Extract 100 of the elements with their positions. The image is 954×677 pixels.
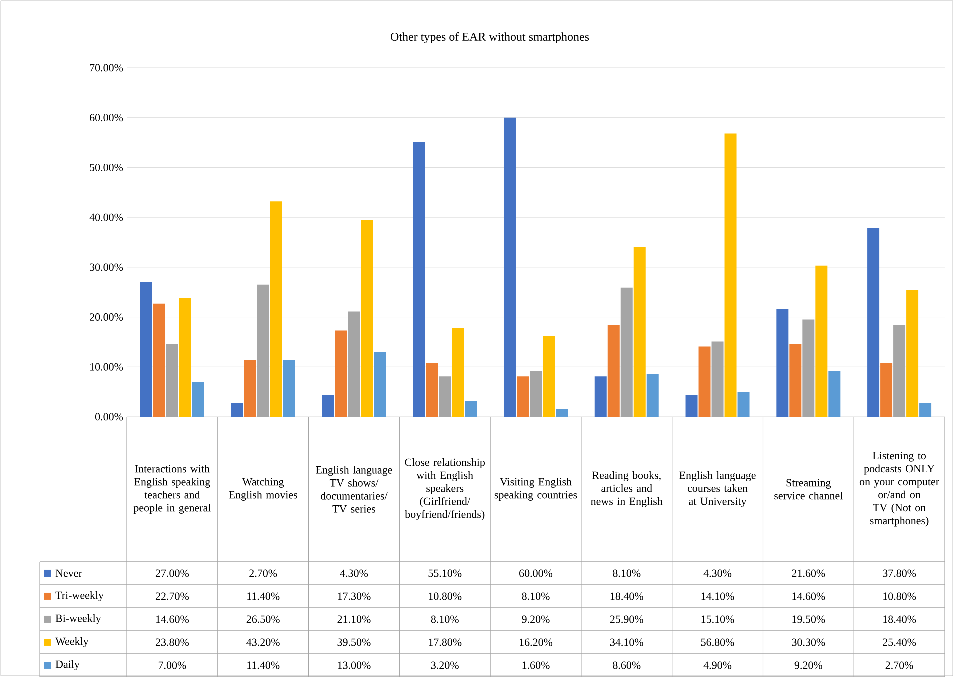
bar: [906, 290, 919, 417]
bar: [439, 376, 452, 417]
data-label: 8.60%: [613, 662, 641, 670]
bar: [504, 118, 516, 417]
data-label: 17.30%: [338, 592, 371, 600]
data-label: 19.50%: [792, 616, 826, 624]
legend-label: Tri-weekly: [56, 591, 104, 602]
data-label: 30.30%: [792, 638, 826, 646]
bar: [270, 202, 282, 417]
bar: [646, 374, 659, 417]
bar: [257, 284, 270, 417]
bar: [153, 304, 166, 417]
y-tick-label: 0.00%: [95, 413, 124, 421]
bar: [920, 404, 932, 417]
bar: [231, 404, 244, 417]
y-tick-label: 30.00%: [90, 264, 124, 272]
data-label: 10.80%: [429, 592, 462, 600]
data-label: 43.20%: [246, 638, 280, 646]
data-label: 56.80%: [701, 638, 734, 646]
bar: [880, 363, 893, 417]
y-tick-label: 50.00%: [90, 164, 124, 172]
y-tick-label: 10.00%: [90, 363, 124, 371]
bar: [244, 360, 256, 417]
bar: [283, 360, 296, 417]
x-tick-label: Watching English movies: [229, 478, 298, 501]
bar: [608, 325, 620, 417]
bar: [192, 382, 204, 417]
bar: [335, 330, 348, 417]
bar: [634, 246, 646, 417]
data-label: 16.20%: [520, 638, 553, 646]
x-tick-label: Close relationship with English speakers (Girlfriend/boyfriend/friends): [405, 458, 486, 520]
data-label: 18.40%: [884, 616, 916, 624]
data-label: 25.90%: [610, 616, 644, 624]
bar: [166, 344, 178, 417]
data-label: 13.00%: [338, 662, 371, 670]
bar: [686, 396, 698, 417]
data-label: 60.00%: [520, 570, 553, 578]
data-label: 4.30%: [704, 570, 732, 578]
bar: [816, 266, 828, 417]
data-label: 22.70%: [156, 592, 190, 600]
data-label: 17.80%: [429, 638, 462, 646]
bar: [738, 392, 750, 417]
x-tick-label: English language TV shows/documentaries/ TV series: [316, 466, 392, 513]
bar: [543, 336, 555, 417]
data-label: 26.50%: [246, 616, 280, 624]
data-label: 18.40%: [610, 592, 644, 600]
data-label: 4.90%: [704, 662, 732, 670]
bar: [594, 376, 607, 417]
data-label: 14.60%: [156, 616, 190, 624]
data-label: 9.20%: [522, 616, 550, 624]
data-label: 2.70%: [886, 662, 914, 670]
data-label: 8.10%: [522, 592, 550, 600]
bar: [452, 328, 464, 417]
data-label: 4.30%: [340, 570, 368, 578]
bar: [790, 344, 802, 417]
bar: [698, 346, 711, 417]
data-label: 21.60%: [792, 570, 826, 578]
bar: [556, 409, 568, 417]
bar: [374, 352, 386, 417]
bar: [530, 371, 542, 417]
data-label: 23.80%: [156, 638, 190, 646]
bar: [140, 282, 152, 417]
x-tick-label: Reading books, articles and news in English: [591, 471, 663, 508]
data-label: 37.80%: [883, 570, 916, 578]
data-label: 8.10%: [431, 616, 459, 624]
data-label: 11.40%: [248, 662, 280, 670]
data-label: 11.40%: [248, 592, 280, 600]
data-label: 10.80%: [884, 592, 916, 600]
y-tick-label: 40.00%: [90, 214, 124, 222]
x-tick-label: English language courses taken at University: [680, 471, 756, 508]
y-tick-label: 70.00%: [90, 64, 124, 72]
data-label: 27.00%: [156, 570, 190, 578]
data-label: 21.10%: [338, 616, 371, 624]
x-tick-label: Interactions with English speaking teachers and people in general: [134, 464, 212, 514]
y-tick-label: 20.00%: [90, 314, 124, 322]
data-label: 1.60%: [522, 662, 550, 670]
bar: [179, 298, 192, 417]
data-label: 55.10%: [428, 570, 462, 578]
bar: [724, 134, 737, 417]
data-label: 2.70%: [250, 570, 278, 578]
data-label: 39.50%: [338, 638, 371, 646]
bar: [322, 396, 334, 417]
bar: [828, 371, 841, 417]
legend-label: Daily: [56, 660, 80, 670]
x-tick-label: Visiting English speaking countries: [494, 478, 578, 501]
data-label: 9.20%: [794, 662, 822, 670]
x-tick-label: Streaming service channel: [774, 479, 843, 500]
data-label: 25.40%: [883, 638, 916, 646]
bar: [413, 142, 426, 417]
data-label: 3.20%: [431, 662, 459, 670]
bar: [894, 325, 906, 417]
legend-label: Bi-weekly: [56, 614, 102, 624]
bar: [348, 312, 360, 417]
bar: [712, 342, 724, 417]
data-label: 8.10%: [613, 570, 641, 578]
bar: [465, 401, 478, 417]
legend-label: Never: [56, 570, 82, 578]
bar: [517, 376, 529, 417]
data-label: 7.00%: [158, 662, 186, 670]
bar: [361, 220, 374, 417]
